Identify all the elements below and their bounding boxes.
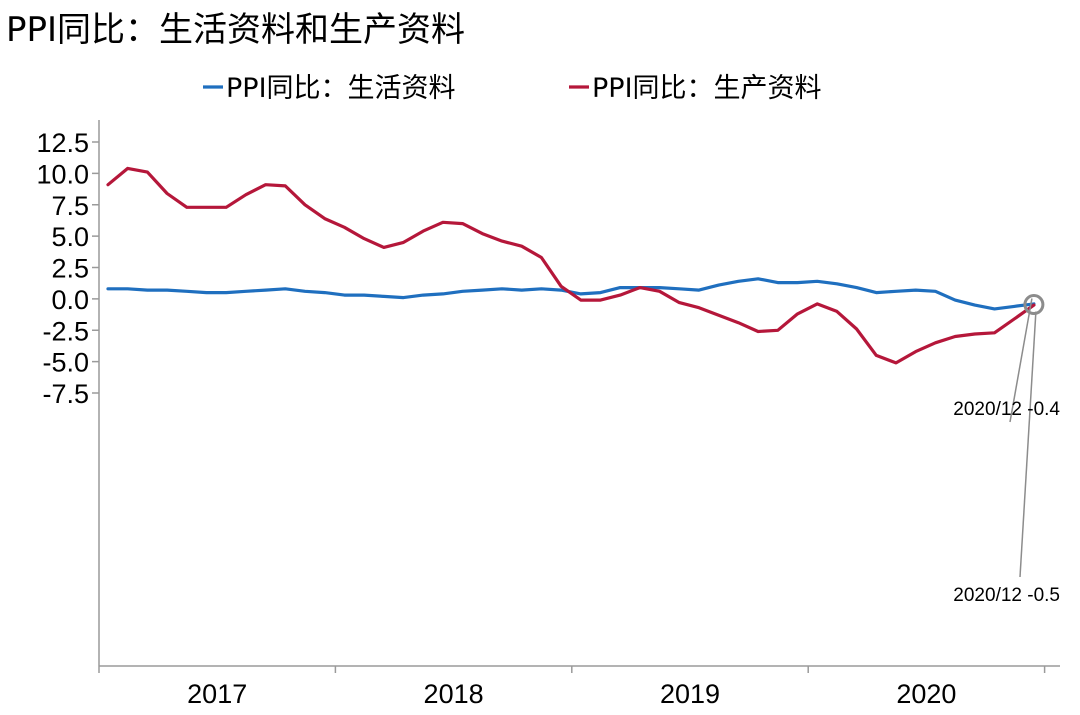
y-tick-label: -7.5 <box>42 379 89 409</box>
annotation-leader-top <box>1009 298 1033 423</box>
y-tick-label: -5.0 <box>42 348 89 378</box>
y-tick-label: 7.5 <box>51 191 89 221</box>
y-tick-label: -2.5 <box>42 316 89 346</box>
legend-label-0: PPI同比：生活资料 <box>226 73 456 104</box>
legend-label-1: PPI同比：生产资料 <box>592 73 822 104</box>
x-tick-label: 2020 <box>896 679 956 709</box>
series-line-1 <box>106 166 1036 365</box>
x-tick-label: 2019 <box>660 679 720 709</box>
annotation-label-bottom: 2020/12 -0.5 <box>953 585 1060 606</box>
y-tick-label: 0.0 <box>51 285 89 315</box>
y-tick-label: 12.5 <box>36 128 89 158</box>
y-tick-label: 2.5 <box>51 254 89 284</box>
y-tick-label: 10.0 <box>36 159 89 189</box>
x-tick-label: 2018 <box>424 679 484 709</box>
annotation-leader-bottom <box>1019 311 1037 578</box>
x-tick-label: 2017 <box>187 679 247 709</box>
annotation-label-top: 2020/12 -0.4 <box>953 399 1060 420</box>
y-tick-label: 5.0 <box>51 222 89 252</box>
chart-title: PPI同比：生活资料和生产资料 <box>6 10 466 50</box>
end-point-marker <box>1023 294 1045 316</box>
